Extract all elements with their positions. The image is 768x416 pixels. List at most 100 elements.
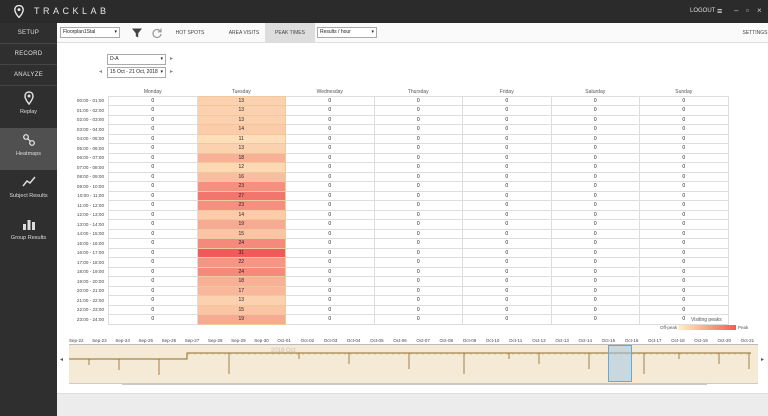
heatmap-cell[interactable]: 0 (373, 209, 463, 220)
minimize-icon[interactable]: – (734, 6, 739, 15)
heatmap-cell[interactable]: 0 (285, 95, 375, 106)
heatmap-cell[interactable]: 0 (108, 95, 198, 106)
refresh-icon[interactable] (151, 27, 163, 39)
results-select[interactable]: Results / hour ▾ (317, 27, 377, 38)
heatmap-cell[interactable]: 0 (285, 133, 375, 144)
heatmap-cell[interactable]: 0 (462, 209, 552, 220)
heatmap-cell[interactable]: 0 (285, 266, 375, 277)
tab-peak-times[interactable]: PEAK TIMES (265, 23, 315, 43)
heatmap-cell[interactable]: 0 (550, 200, 640, 211)
heatmap-cell[interactable]: 24 (196, 266, 286, 277)
heatmap-cell[interactable]: 0 (550, 228, 640, 239)
heatmap-cell[interactable]: 0 (285, 285, 375, 296)
heatmap-cell[interactable]: 0 (108, 219, 198, 230)
heatmap-cell[interactable]: 0 (108, 304, 198, 315)
heatmap-cell[interactable]: 0 (462, 143, 552, 154)
heatmap-cell[interactable]: 0 (373, 114, 463, 125)
area-select[interactable]: D-A ▾ (107, 54, 166, 65)
heatmap-cell[interactable]: 0 (462, 228, 552, 239)
heatmap-cell[interactable]: 19 (196, 314, 286, 325)
heatmap-cell[interactable]: 13 (196, 143, 286, 154)
heatmap-cell[interactable]: 0 (373, 266, 463, 277)
heatmap-cell[interactable]: 0 (108, 257, 198, 268)
next-week-arrow-icon[interactable]: ▸ (170, 69, 174, 75)
heatmap-cell[interactable]: 0 (373, 285, 463, 296)
heatmap-cell[interactable]: 0 (462, 304, 552, 315)
heatmap-cell[interactable]: 0 (462, 314, 552, 325)
heatmap-cell[interactable]: 0 (285, 209, 375, 220)
heatmap-cell[interactable]: 0 (639, 257, 729, 268)
heatmap-cell[interactable]: 0 (639, 200, 729, 211)
date-range-select[interactable]: 15 Oct - 21 Oct, 2018 ▾ (107, 67, 166, 78)
heatmap-cell[interactable]: 0 (550, 152, 640, 163)
heatmap-cell[interactable]: 0 (108, 124, 198, 135)
heatmap-cell[interactable]: 0 (108, 228, 198, 239)
heatmap-cell[interactable]: 13 (196, 114, 286, 125)
heatmap-cell[interactable]: 0 (550, 190, 640, 201)
heatmap-cell[interactable]: 0 (108, 181, 198, 192)
heatmap-cell[interactable]: 0 (373, 247, 463, 258)
heatmap-cell[interactable]: 0 (550, 209, 640, 220)
heatmap-cell[interactable]: 0 (285, 200, 375, 211)
heatmap-cell[interactable]: 13 (196, 105, 286, 116)
heatmap-cell[interactable]: 0 (639, 266, 729, 277)
heatmap-cell[interactable]: 0 (462, 295, 552, 306)
heatmap-cell[interactable]: 0 (373, 190, 463, 201)
heatmap-cell[interactable]: 13 (196, 295, 286, 306)
heatmap-cell[interactable]: 24 (196, 238, 286, 249)
heatmap-cell[interactable]: 0 (639, 209, 729, 220)
tab-hot-spots[interactable]: HOT SPOTS (175, 30, 205, 36)
heatmap-cell[interactable]: 0 (108, 209, 198, 220)
heatmap-cell[interactable]: 23 (196, 181, 286, 192)
heatmap-cell[interactable]: 0 (462, 276, 552, 287)
heatmap-cell[interactable]: 0 (639, 295, 729, 306)
heatmap-cell[interactable]: 0 (462, 162, 552, 173)
heatmap-cell[interactable]: 0 (550, 124, 640, 135)
heatmap-cell[interactable]: 0 (285, 171, 375, 182)
timeline-left-arrow-icon[interactable]: ◂ (60, 357, 64, 363)
heatmap-cell[interactable]: 0 (550, 105, 640, 116)
heatmap-cell[interactable]: 0 (108, 133, 198, 144)
heatmap-cell[interactable]: 0 (108, 266, 198, 277)
heatmap-cell[interactable]: 0 (550, 181, 640, 192)
heatmap-cell[interactable]: 0 (373, 124, 463, 135)
heatmap-cell[interactable]: 0 (108, 285, 198, 296)
heatmap-cell[interactable]: 0 (285, 124, 375, 135)
heatmap-cell[interactable]: 0 (285, 314, 375, 325)
timeline-selection-window[interactable] (608, 345, 632, 382)
heatmap-cell[interactable]: 0 (462, 190, 552, 201)
heatmap-cell[interactable]: 0 (639, 304, 729, 315)
heatmap-cell[interactable]: 0 (639, 133, 729, 144)
heatmap-cell[interactable]: 0 (373, 304, 463, 315)
heatmap-cell[interactable]: 0 (639, 276, 729, 287)
heatmap-cell[interactable]: 0 (462, 152, 552, 163)
heatmap-cell[interactable]: 0 (550, 314, 640, 325)
heatmap-cell[interactable]: 0 (639, 171, 729, 182)
heatmap-cell[interactable]: 0 (373, 95, 463, 106)
heatmap-cell[interactable]: 0 (550, 219, 640, 230)
heatmap-cell[interactable]: 0 (639, 314, 729, 325)
heatmap-cell[interactable]: 18 (196, 276, 286, 287)
heatmap-cell[interactable]: 0 (373, 162, 463, 173)
heatmap-cell[interactable]: 0 (462, 200, 552, 211)
heatmap-cell[interactable]: 0 (285, 276, 375, 287)
heatmap-cell[interactable]: 0 (285, 162, 375, 173)
heatmap-cell[interactable]: 0 (639, 95, 729, 106)
heatmap-cell[interactable]: 0 (285, 295, 375, 306)
sidebar-item-replay[interactable]: Replay (0, 86, 57, 128)
heatmap-cell[interactable]: 23 (196, 200, 286, 211)
heatmap-cell[interactable]: 0 (373, 238, 463, 249)
nav-setup[interactable]: SETUP (0, 23, 57, 44)
heatmap-cell[interactable]: 0 (550, 171, 640, 182)
heatmap-cell[interactable]: 0 (639, 114, 729, 125)
sidebar-item-subject-results[interactable]: Subject Results (0, 170, 57, 212)
heatmap-cell[interactable]: 0 (550, 114, 640, 125)
heatmap-cell[interactable]: 0 (462, 105, 552, 116)
timeline-scrollbar[interactable] (122, 383, 707, 385)
heatmap-cell[interactable]: 0 (108, 152, 198, 163)
heatmap-cell[interactable]: 0 (373, 314, 463, 325)
heatmap-cell[interactable]: 0 (639, 219, 729, 230)
heatmap-cell[interactable]: 0 (550, 266, 640, 277)
heatmap-cell[interactable]: 0 (639, 152, 729, 163)
heatmap-cell[interactable]: 16 (196, 171, 286, 182)
